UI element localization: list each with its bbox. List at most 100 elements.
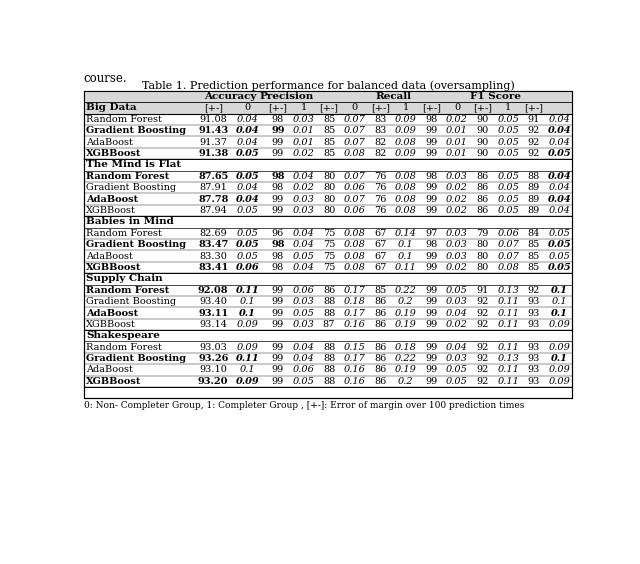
Text: 76: 76 [374,183,387,192]
Text: 75: 75 [323,229,335,238]
Text: 88: 88 [323,377,335,386]
Text: 80: 80 [323,195,335,204]
Text: 85: 85 [527,252,540,261]
Text: 0.04: 0.04 [292,229,314,238]
Text: 0.09: 0.09 [395,114,417,124]
Text: 86: 86 [374,320,387,329]
Text: 0.1: 0.1 [551,286,568,295]
Text: 0.16: 0.16 [344,377,365,386]
Text: 0.04: 0.04 [292,172,314,180]
Text: 0.04: 0.04 [292,354,314,363]
Text: 0.06: 0.06 [236,263,260,272]
Text: 86: 86 [476,195,489,204]
Text: 0.2: 0.2 [398,377,413,386]
Text: 0.03: 0.03 [292,320,314,329]
Text: 0.16: 0.16 [344,320,365,329]
Text: 0.15: 0.15 [344,343,365,352]
Text: 91: 91 [476,286,489,295]
Text: 93: 93 [527,343,540,352]
Text: 0.17: 0.17 [344,286,365,295]
Text: 0.05: 0.05 [446,286,468,295]
Text: 80: 80 [476,252,489,261]
Text: 0.11: 0.11 [497,320,519,329]
Text: 0.07: 0.07 [344,138,365,147]
Text: 91.38: 91.38 [198,149,228,158]
Text: 99: 99 [272,297,284,306]
Text: 0.03: 0.03 [446,252,468,261]
Text: 0.05: 0.05 [292,377,314,386]
Text: 0.04: 0.04 [237,138,259,147]
Text: 99: 99 [271,126,285,135]
Text: 0.07: 0.07 [344,172,365,180]
Text: 0.03: 0.03 [292,297,314,306]
Text: 0.03: 0.03 [446,172,468,180]
Text: [+-]: [+-] [524,103,543,112]
Text: 0.02: 0.02 [446,114,468,124]
Text: 98: 98 [425,172,438,180]
Text: 93: 93 [527,377,540,386]
Text: 86: 86 [374,343,387,352]
Text: 92: 92 [476,297,489,306]
Text: 91.08: 91.08 [199,114,227,124]
Text: AdaBoost: AdaBoost [86,138,133,147]
Text: 0.1: 0.1 [551,354,568,363]
Text: [+-]: [+-] [268,103,287,112]
Text: 0.07: 0.07 [344,114,365,124]
Text: 0.08: 0.08 [344,263,365,272]
Text: 0.03: 0.03 [292,114,314,124]
Text: 92: 92 [476,320,489,329]
Text: 67: 67 [374,229,387,238]
Text: [+-]: [+-] [319,103,339,112]
Text: 88: 88 [323,354,335,363]
Text: 89: 89 [527,183,540,192]
Text: 99: 99 [272,138,284,147]
Text: 91.43: 91.43 [198,126,228,135]
Text: 92: 92 [527,149,540,158]
Text: 85: 85 [527,263,540,272]
Text: 0.04: 0.04 [548,206,570,215]
Text: 82: 82 [374,149,387,158]
Text: 0.03: 0.03 [446,240,468,249]
Text: 0.07: 0.07 [497,240,519,249]
Text: XGBBoost: XGBBoost [86,377,141,386]
Text: XGBBoost: XGBBoost [86,206,136,215]
Text: 99: 99 [425,354,438,363]
Text: 0.11: 0.11 [395,263,417,272]
Text: 93.14: 93.14 [199,320,227,329]
Bar [84,91,572,113]
Text: 0.1: 0.1 [398,240,413,249]
Text: 86: 86 [374,377,387,386]
Text: 99: 99 [425,309,438,318]
Text: Supply Chain: Supply Chain [86,274,163,283]
Text: 86: 86 [476,206,489,215]
Text: 99: 99 [272,286,284,295]
Text: 0.03: 0.03 [446,354,468,363]
Text: 83: 83 [374,126,387,135]
Text: 99: 99 [425,252,438,261]
Text: 0.22: 0.22 [395,354,417,363]
Text: 87.65: 87.65 [198,172,228,180]
Text: 0.05: 0.05 [292,252,314,261]
Text: Table 1. Prediction performance for balanced data (oversampling): Table 1. Prediction performance for bala… [141,80,515,91]
Text: 90: 90 [476,114,489,124]
Text: 93.20: 93.20 [198,377,228,386]
Text: Big Data: Big Data [86,103,137,112]
Text: 0.06: 0.06 [344,206,365,215]
Text: 0: 0 [351,103,358,112]
Text: 0.02: 0.02 [446,195,468,204]
Text: 0.09: 0.09 [395,149,417,158]
Text: 0.05: 0.05 [548,252,570,261]
Text: F1 Score: F1 Score [470,92,521,101]
Text: 0.04: 0.04 [446,343,468,352]
Text: Gradient Boosting: Gradient Boosting [86,126,186,135]
Text: 0.02: 0.02 [446,183,468,192]
Text: 80: 80 [476,263,489,272]
Text: 85: 85 [323,126,335,135]
Text: 99: 99 [272,206,284,215]
Text: 0.09: 0.09 [236,377,260,386]
Text: 0.05: 0.05 [237,229,259,238]
Text: 1: 1 [505,103,511,112]
Text: 0.02: 0.02 [292,149,314,158]
Text: Random Forest: Random Forest [86,229,162,238]
Text: 0.06: 0.06 [497,229,519,238]
